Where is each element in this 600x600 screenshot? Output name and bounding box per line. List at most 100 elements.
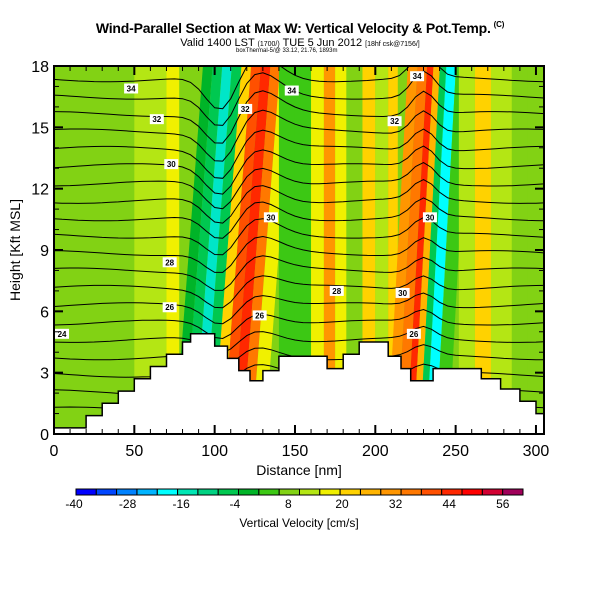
contour-label-text: 34 bbox=[413, 72, 422, 81]
theta-contour-line bbox=[54, 128, 544, 179]
colorbar: -40 -28 -16 -4 8 20 32 44 56 bbox=[65, 488, 524, 511]
velocity-band bbox=[166, 66, 180, 434]
contour-label: 30 bbox=[422, 212, 437, 223]
colorbar-tick-label: 8 bbox=[285, 497, 292, 511]
colorbar-label: Vertical Velocity [cm/s] bbox=[239, 516, 358, 530]
y-tick-label: 15 bbox=[31, 120, 49, 137]
contour-label-text: 26 bbox=[165, 303, 174, 312]
colorbar-segment bbox=[461, 488, 483, 496]
colorbar-segment bbox=[481, 488, 504, 496]
contour-label: 26 bbox=[162, 302, 177, 313]
contour-label-text: 30 bbox=[167, 160, 176, 169]
contour-label-text: 34 bbox=[127, 84, 136, 93]
colorbar-segment bbox=[258, 488, 280, 496]
theta-contour-line bbox=[54, 70, 544, 126]
run-info: [18hf csk@7156/] bbox=[365, 41, 420, 48]
velocity-band bbox=[232, 66, 271, 434]
contour-label-text: 24 bbox=[58, 330, 67, 339]
velocity-band bbox=[407, 66, 434, 434]
colorbar-segment bbox=[339, 488, 361, 496]
colorbar-segment bbox=[278, 488, 301, 496]
colorbar-segment bbox=[360, 488, 382, 496]
colorbar-tick-label: -16 bbox=[173, 497, 191, 511]
colorbar-segment bbox=[136, 488, 158, 496]
contour-label: 30 bbox=[263, 212, 278, 223]
x-tick-label: 300 bbox=[523, 443, 550, 460]
contour-label: 28 bbox=[162, 257, 177, 268]
x-tick-label: 0 bbox=[50, 443, 59, 460]
terrain bbox=[54, 333, 544, 434]
contour-label-text: 32 bbox=[152, 115, 161, 124]
contour-label: 34 bbox=[124, 83, 139, 94]
y-axis-label: Height [Kft MSL] bbox=[7, 199, 23, 301]
x-tick-label: 200 bbox=[362, 443, 389, 460]
valid-time: Valid 1400 LST (1700/) TUE 5 Jun 2012 [1… bbox=[0, 37, 600, 49]
contour-label-text: 26 bbox=[255, 311, 264, 320]
contour-label-text: 28 bbox=[165, 258, 174, 267]
velocity-band bbox=[242, 66, 281, 434]
contour-label-text: 32 bbox=[390, 117, 399, 126]
colorbar-segment bbox=[502, 488, 524, 496]
title-text: Wind-Parallel Section at Max W: Vertical… bbox=[95, 20, 491, 36]
velocity-band bbox=[458, 66, 475, 434]
x-axis-label: Distance [nm] bbox=[256, 462, 342, 478]
contour-label: 30 bbox=[395, 287, 410, 298]
velocity-band bbox=[387, 66, 418, 434]
theta-contour-line bbox=[54, 255, 544, 291]
colorbar-segment bbox=[116, 488, 138, 496]
colorbar-tick-label: 20 bbox=[335, 497, 349, 511]
contour-label-text: 30 bbox=[398, 289, 407, 298]
colorbar-segment bbox=[380, 488, 402, 496]
colorbar-tick-label: 44 bbox=[443, 497, 457, 511]
colorbar-segment bbox=[75, 488, 97, 496]
contour-label: 34 bbox=[410, 71, 425, 82]
velocity-band bbox=[419, 66, 447, 434]
contour-label-text: 28 bbox=[332, 287, 341, 296]
velocity-band bbox=[397, 66, 428, 434]
contour-label: 32 bbox=[149, 114, 164, 125]
x-tick-label: 150 bbox=[282, 443, 309, 460]
theta-contour-line bbox=[54, 325, 544, 354]
colorbar-segment bbox=[420, 488, 443, 496]
contour-labels: 34 34 34 32 32 32 30 30 30 30 28 28 26 26 26 24 bbox=[55, 71, 437, 339]
colorbar-tick-label: 56 bbox=[496, 497, 510, 511]
theta-contour-line bbox=[54, 162, 544, 210]
contour-label: 24 bbox=[55, 328, 70, 339]
theta-contour-line bbox=[54, 90, 544, 144]
velocity-band bbox=[213, 66, 252, 434]
colorbar-tick-label: 32 bbox=[389, 497, 403, 511]
velocity-band bbox=[323, 66, 336, 434]
colorbar-tick-label: -40 bbox=[65, 497, 83, 511]
velocity-band bbox=[335, 66, 347, 434]
contour-label-text: 26 bbox=[409, 330, 418, 339]
theta-contour-line bbox=[54, 216, 544, 256]
y-tick-label: 9 bbox=[40, 243, 49, 260]
contour-label: 30 bbox=[164, 159, 179, 170]
colorbar-segment bbox=[217, 488, 239, 496]
location-info: boxThermal-5/@ 33.12, 21.76, 1893m bbox=[236, 48, 338, 54]
contour-label-text: 32 bbox=[241, 105, 250, 114]
contour-label: 28 bbox=[329, 285, 344, 296]
x-tick-label: 50 bbox=[125, 443, 143, 460]
colorbar-segment bbox=[177, 488, 199, 496]
colorbar-segment bbox=[319, 488, 341, 496]
theta-contour-line bbox=[54, 109, 544, 162]
contour-label: 32 bbox=[387, 116, 402, 127]
theta-contour-line bbox=[54, 145, 544, 195]
contour-label-text: 34 bbox=[287, 87, 296, 96]
colorbar-tick-label: -28 bbox=[119, 497, 137, 511]
colorbar-segment bbox=[400, 488, 422, 496]
contour-label: 34 bbox=[284, 85, 299, 96]
y-tick-label: 6 bbox=[40, 304, 49, 321]
colorbar-tick-label: -4 bbox=[229, 497, 240, 511]
velocity-band bbox=[511, 66, 528, 434]
contour-label: 26 bbox=[252, 310, 267, 321]
theta-contour-line bbox=[54, 308, 544, 340]
y-tick-label: 12 bbox=[31, 182, 49, 199]
y-tick-label: 18 bbox=[31, 59, 49, 76]
valid-utc: (1700/) bbox=[257, 41, 280, 48]
velocity-band bbox=[134, 66, 167, 434]
colorbar-segment bbox=[238, 488, 260, 496]
theta-contour-line bbox=[54, 179, 544, 224]
